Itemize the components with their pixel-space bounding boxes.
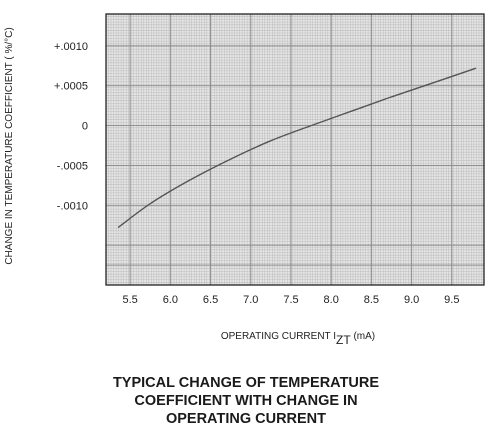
caption-line-3: OPERATING CURRENT — [165, 411, 327, 427]
plot-border — [105, 13, 485, 286]
x-tick-label: 9.0 — [404, 294, 419, 306]
y-tick-label: 0 — [82, 121, 88, 133]
x-tick-label: 8.0 — [324, 294, 339, 306]
x-tick-label: 6.5 — [203, 294, 218, 306]
x-tick-label: 6.0 — [163, 294, 178, 306]
x-tick-label: 7.5 — [283, 294, 298, 306]
plot-frame — [105, 13, 485, 286]
y-tick-label: -.0005 — [57, 160, 88, 172]
x-tick-label: 7.0 — [243, 294, 258, 306]
series-line — [117, 67, 477, 229]
x-axis-label-main: OPERATING CURRENT I — [221, 331, 336, 342]
x-axis-label: OPERATING CURRENT IZT (mA) — [221, 331, 375, 347]
x-tick-label: 5.5 — [122, 294, 137, 306]
x-tick-labels: 5.5 6.0 6.5 7.0 7.5 8.0 8.5 9.0 9.5 — [122, 294, 459, 306]
caption-line-1: TYPICAL CHANGE OF TEMPERATURE — [112, 375, 380, 391]
x-axis-label-subscript: ZT — [336, 333, 351, 347]
y-axis-label: CHANGE IN TEMPERATURE COEFFICIENT ( %/°C… — [4, 27, 15, 264]
y-tick-label: +.0005 — [54, 81, 88, 93]
minor-grid — [106, 14, 484, 285]
major-grid — [106, 14, 484, 285]
series-layer — [117, 67, 477, 229]
y-tick-label: -.0010 — [57, 200, 88, 212]
x-axis-label-unit: (mA) — [351, 331, 375, 342]
chart-caption: TYPICAL CHANGE OF TEMPERATURE COEFFICIEN… — [0, 374, 492, 428]
y-tick-labels: +.0010 +.0005 0 -.0005 -.0010 — [54, 41, 88, 212]
x-tick-label: 8.5 — [364, 294, 379, 306]
x-tick-label: 9.5 — [444, 294, 459, 306]
y-tick-label: +.0010 — [54, 41, 88, 53]
minor-grid-lines — [106, 14, 484, 285]
caption-line-2: COEFFICIENT WITH CHANGE IN — [134, 393, 358, 409]
